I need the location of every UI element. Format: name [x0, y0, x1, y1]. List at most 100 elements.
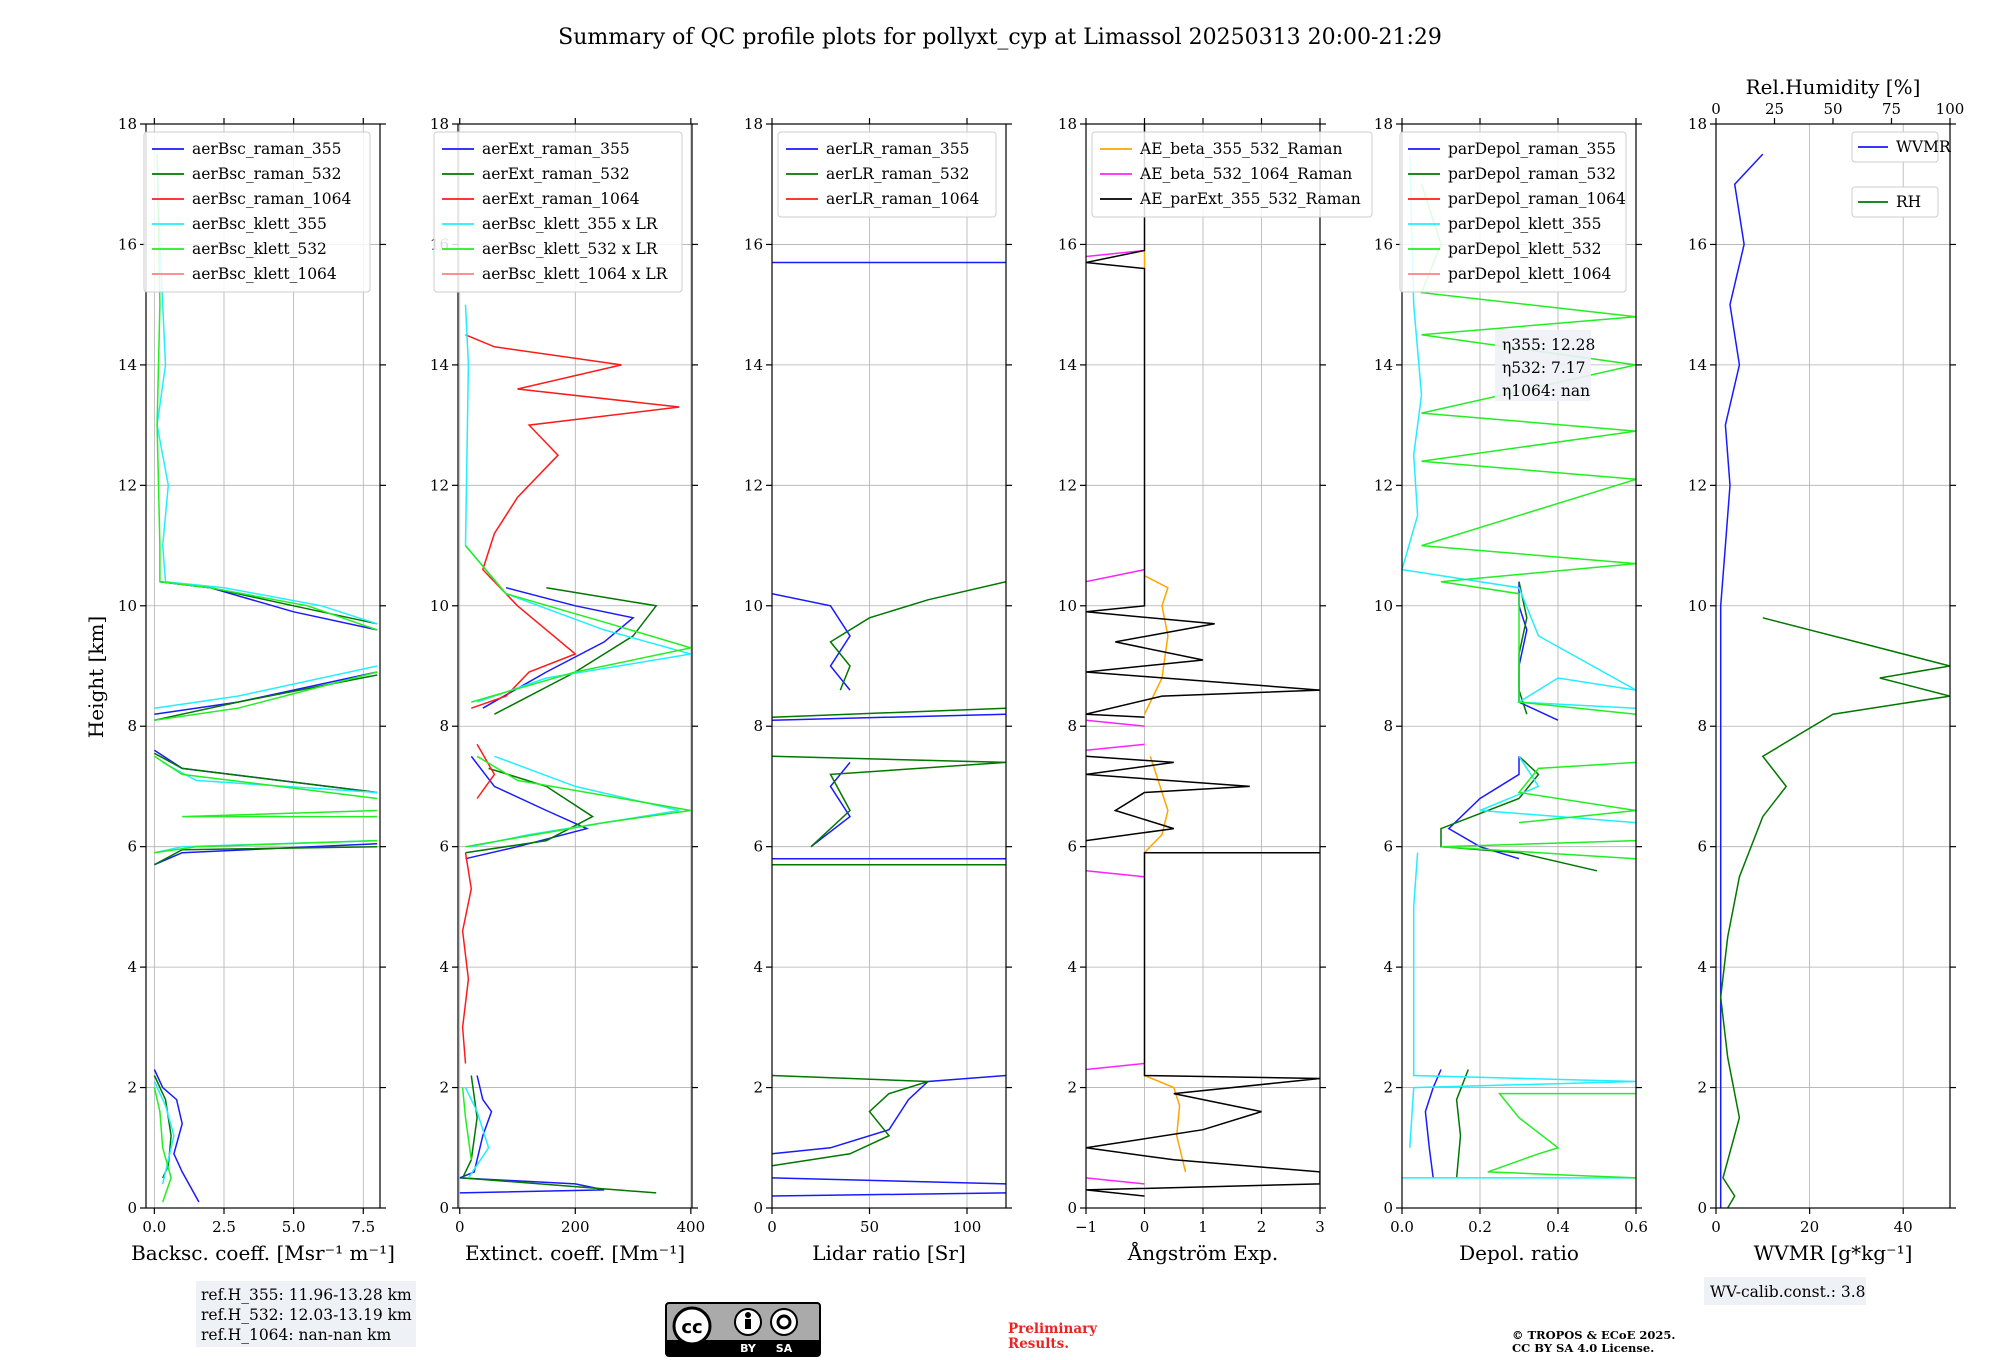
- x-tick-label: 1: [1198, 1218, 1208, 1236]
- series-line-aerBsc_klett_532 x LR: [461, 545, 692, 1160]
- legend-label: aerLR_raman_355: [826, 140, 969, 158]
- y-tick-label: 16: [118, 235, 137, 253]
- series-line-aerBsc_klett_355 x LR: [464, 304, 692, 1179]
- y-tick-label: 12: [1058, 476, 1077, 494]
- legend-label: aerBsc_raman_532: [192, 165, 342, 183]
- series-group: [153, 154, 378, 1203]
- series-group: [1402, 154, 1636, 1179]
- copyright-line-1: © TROPOS & ECoE 2025.: [1512, 1328, 1675, 1342]
- y-tick-label: 10: [118, 597, 137, 615]
- series-line-RH: [1719, 617, 1950, 1208]
- y-tick-label: 10: [1058, 597, 1077, 615]
- y-tick-label: 2: [1697, 1079, 1707, 1097]
- y-tick-label: 8: [439, 717, 449, 735]
- y-tick-label: 14: [1688, 356, 1707, 374]
- x-tick-label: 2: [1257, 1218, 1267, 1236]
- y-tick-label: 2: [1383, 1079, 1393, 1097]
- series-group: [1086, 124, 1320, 1197]
- x-tick-label: 0.2: [1468, 1218, 1492, 1236]
- x-tick-label: 100: [953, 1218, 982, 1236]
- x-tick-label: 40: [1894, 1218, 1913, 1236]
- y-tick-label: 18: [118, 115, 137, 133]
- y-tick-label: 18: [430, 115, 449, 133]
- svg-text:cc: cc: [681, 1317, 702, 1338]
- y-tick-label: 4: [1383, 958, 1393, 976]
- x-tick-label: 0.6: [1624, 1218, 1648, 1236]
- y-tick-label: 18: [1374, 115, 1393, 133]
- panel-3: 0 2 4 6 8 10 12 14 16 18 0 50 100 Lidar ratio [Sr] aer…: [744, 115, 1012, 1265]
- top-x-tick-label: 75: [1882, 100, 1901, 118]
- y-tick-label: 6: [1697, 838, 1707, 856]
- y-tick-label: 8: [753, 717, 763, 735]
- x-axis-label: Depol. ratio: [1459, 1241, 1579, 1265]
- series-group: [772, 261, 1006, 1197]
- panel-2: 0246810121416180200400Extinct. coeff. [M…: [430, 115, 705, 1265]
- series-group: [1719, 153, 1950, 1208]
- y-tick-label: 4: [1697, 958, 1707, 976]
- x-tick-label: 0: [1711, 1218, 1721, 1236]
- y-tick-label: 6: [1383, 838, 1393, 856]
- y-tick-label: 4: [1067, 958, 1077, 976]
- legend-label: AE_parExt_355_532_Raman: [1139, 190, 1361, 208]
- ref-heights-box: ref.H_355: 11.96-13.28 km ref.H_532: 12.…: [196, 1281, 416, 1347]
- legend-label: parDepol_klett_1064: [1448, 265, 1611, 283]
- legend: aerExt_raman_355 aerExt_raman_532 aerExt_r…: [433, 131, 683, 293]
- y-tick-label: 12: [430, 476, 449, 494]
- top-x-tick-label: 100: [1936, 100, 1965, 118]
- ref-height-355: ref.H_355: 11.96-13.28 km: [201, 1286, 412, 1304]
- y-tick-label: 0: [1383, 1199, 1393, 1217]
- y-tick-label: 2: [127, 1079, 137, 1097]
- legend-label: parDepol_klett_532: [1448, 240, 1601, 258]
- figure-title: Summary of QC profile plots for pollyxt_…: [558, 25, 1442, 50]
- series-line-parDepol_raman_355: [1424, 581, 1559, 1178]
- wv-calib-box: WV-calib.const.: 3.8: [1704, 1277, 1866, 1305]
- series-line-aerBsc_klett_532: [153, 154, 378, 1203]
- cc-icon: [672, 1306, 712, 1346]
- y-tick-label: 16: [1374, 235, 1393, 253]
- legend-label: aerBsc_klett_1064: [192, 265, 337, 283]
- series-line-parDepol_klett_355: [1402, 154, 1636, 1179]
- legend-label: aerLR_raman_1064: [826, 190, 979, 208]
- x-tick-label: 0: [767, 1218, 777, 1236]
- legend: parDepol_raman_355 parDepol_raman_532 parD…: [1399, 131, 1627, 293]
- x-tick-label: 0: [1140, 1218, 1150, 1236]
- legend-label: parDepol_raman_532: [1448, 165, 1616, 183]
- y-tick-label: 4: [127, 958, 137, 976]
- y-tick-label: 12: [1688, 476, 1707, 494]
- x-axis-label: WVMR [g*kg⁻¹]: [1754, 1241, 1913, 1265]
- legend-label: aerExt_raman_355: [482, 140, 630, 158]
- x-tick-label: 2.5: [212, 1218, 236, 1236]
- y-tick-label: 10: [1374, 597, 1393, 615]
- x-axis-label: Ångström Exp.: [1127, 1240, 1278, 1265]
- y-tick-label: 18: [1688, 115, 1707, 133]
- y-tick-label: 6: [127, 838, 137, 856]
- panel-5: 0 2 4 6 8 10 12 14 16 18 0.0 0.2 0.4 0.6 Depol. ratio p…: [1374, 115, 1648, 1265]
- y-tick-label: 4: [439, 958, 449, 976]
- x-axis-label: Lidar ratio [Sr]: [812, 1241, 966, 1265]
- x-tick-label: 0.4: [1546, 1218, 1570, 1236]
- y-tick-label: 10: [430, 597, 449, 615]
- top-x-tick-label: 0: [1711, 100, 1721, 118]
- x-tick-label: 50: [860, 1218, 879, 1236]
- share-alike-icon: [770, 1308, 798, 1336]
- legend-label: parDepol_klett_355: [1448, 215, 1601, 233]
- y-tick-label: 0: [1067, 1199, 1077, 1217]
- axes-frame: [1715, 123, 1951, 1209]
- y-tick-label: 14: [744, 356, 763, 374]
- legend-label: aerBsc_klett_532: [192, 240, 327, 258]
- y-tick-label: 12: [1374, 476, 1393, 494]
- legend: aerBsc_raman_355 aerBsc_raman_532 aerBsc_r…: [143, 131, 371, 293]
- y-tick-label: 14: [1058, 356, 1077, 374]
- series-line-AE_beta_532_1064_Raman: [1086, 249, 1145, 1185]
- y-tick-label: 14: [430, 356, 449, 374]
- axes-frame: [771, 123, 1007, 1209]
- y-tick-label: 14: [1374, 356, 1393, 374]
- legend-WVMR: WVMR: [1851, 131, 1952, 163]
- eta-355: η355: 12.28: [1502, 336, 1595, 354]
- legend-label: WVMR: [1896, 138, 1952, 156]
- y-tick-label: 12: [118, 476, 137, 494]
- cc-by-label: BY: [740, 1342, 757, 1355]
- ref-height-1064: ref.H_1064: nan-nan km: [201, 1326, 392, 1344]
